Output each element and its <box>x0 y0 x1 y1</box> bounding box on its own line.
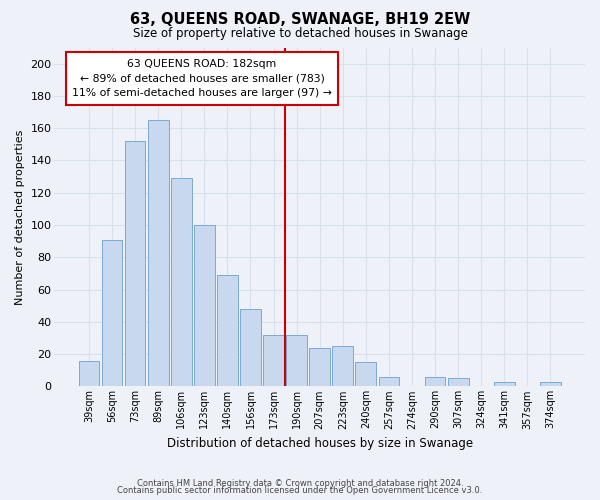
Bar <box>217 275 238 386</box>
Bar <box>148 120 169 386</box>
Bar <box>263 334 284 386</box>
Bar <box>332 346 353 387</box>
Bar <box>194 225 215 386</box>
Bar <box>355 362 376 386</box>
Bar <box>494 382 515 386</box>
Text: 63 QUEENS ROAD: 182sqm
← 89% of detached houses are smaller (783)
11% of semi-de: 63 QUEENS ROAD: 182sqm ← 89% of detached… <box>72 59 332 98</box>
Bar <box>79 360 100 386</box>
Bar <box>540 382 561 386</box>
Y-axis label: Number of detached properties: Number of detached properties <box>15 130 25 304</box>
Text: Contains public sector information licensed under the Open Government Licence v3: Contains public sector information licen… <box>118 486 482 495</box>
Text: 63, QUEENS ROAD, SWANAGE, BH19 2EW: 63, QUEENS ROAD, SWANAGE, BH19 2EW <box>130 12 470 28</box>
Bar <box>310 348 330 387</box>
Text: Contains HM Land Registry data © Crown copyright and database right 2024.: Contains HM Land Registry data © Crown c… <box>137 478 463 488</box>
Bar <box>379 376 400 386</box>
Bar <box>425 376 445 386</box>
Bar <box>448 378 469 386</box>
Bar <box>240 309 261 386</box>
Bar <box>125 141 145 386</box>
Bar <box>171 178 191 386</box>
X-axis label: Distribution of detached houses by size in Swanage: Distribution of detached houses by size … <box>167 437 473 450</box>
Bar <box>286 334 307 386</box>
Text: Size of property relative to detached houses in Swanage: Size of property relative to detached ho… <box>133 28 467 40</box>
Bar <box>101 240 122 386</box>
